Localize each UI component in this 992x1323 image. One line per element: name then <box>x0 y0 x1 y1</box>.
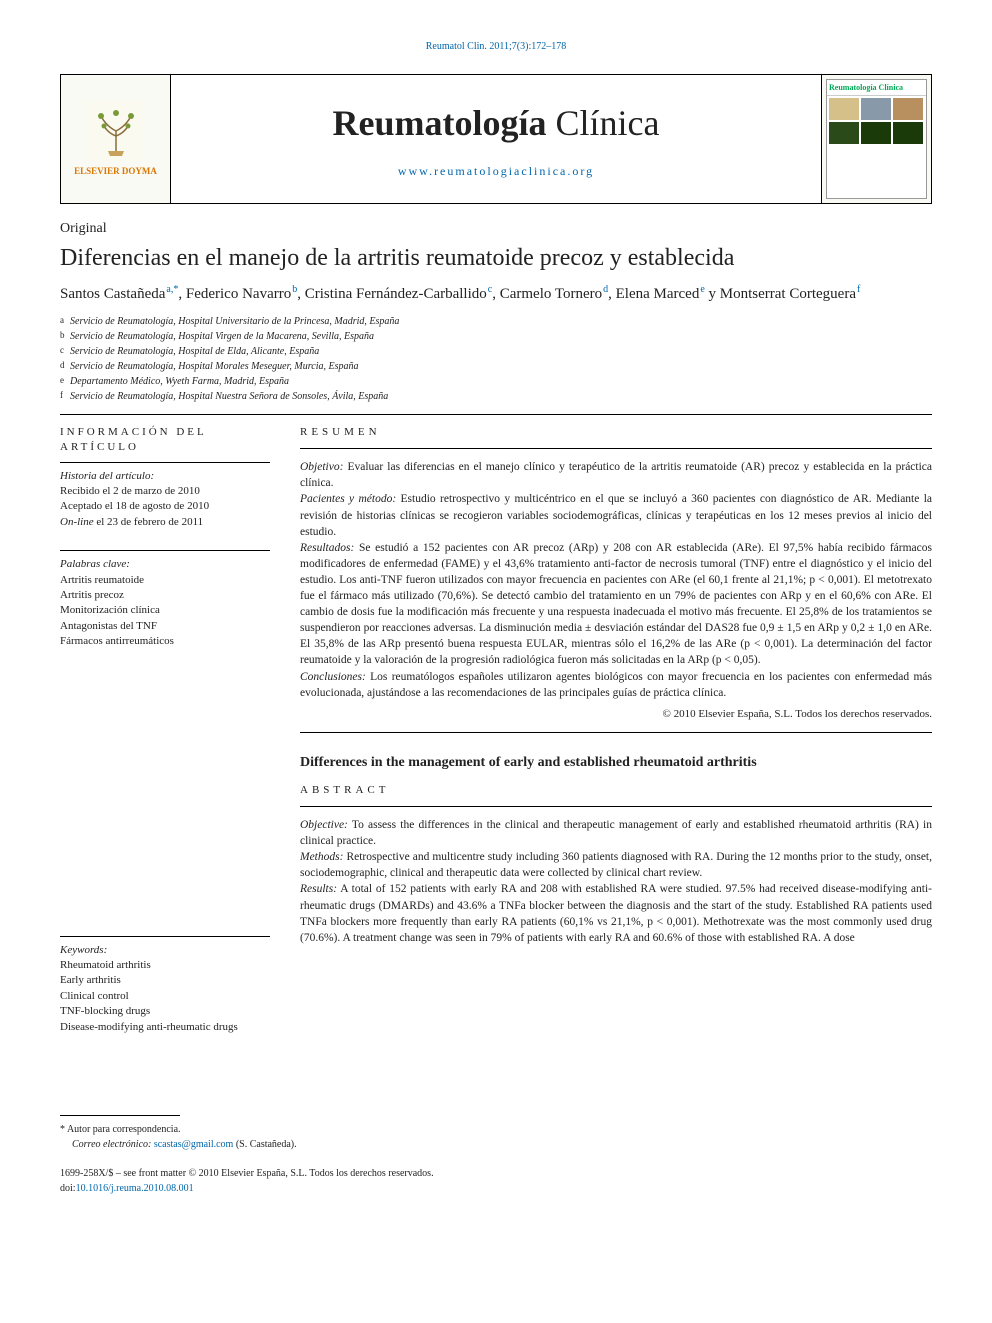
email-label: Correo electrónico: <box>72 1139 151 1150</box>
results-label: Results: <box>300 883 337 895</box>
publisher-name: ELSEVIER DOYMA <box>74 165 157 178</box>
masthead: ELSEVIER DOYMA Reumatología Clínica www.… <box>60 74 932 204</box>
resultados-text: Se estudió a 152 pacientes con AR precoz… <box>300 542 932 667</box>
author-affil-sup: c <box>488 284 492 295</box>
resumen-body: Objetivo: Evaluar las diferencias en el … <box>300 459 932 700</box>
keyword-item: Antagonistas del TNF <box>60 619 270 634</box>
affiliation-line: c Servicio de Reumatología, Hospital de … <box>60 344 932 359</box>
citation-line: Reumatol Clin. 2011;7(3):172–178 <box>60 40 932 54</box>
journal-title-bold: Reumatología <box>333 103 547 143</box>
journal-title: Reumatología Clínica <box>333 98 660 148</box>
keywords-en-label: Keywords: <box>60 943 270 958</box>
cover-thumb-grid <box>827 96 926 146</box>
received-date: Recibido el 2 de marzo de 2010 <box>60 484 270 499</box>
sidebar: INFORMACIÓN DEL ARTÍCULO Historia del ar… <box>60 425 270 1055</box>
keyword-item: Disease-modifying anti-rheumatic drugs <box>60 1020 270 1035</box>
keywords-en-list: Rheumatoid arthritisEarly arthritisClini… <box>60 958 270 1035</box>
cover-thumbnail-box: Reumatología Clínica <box>821 75 931 203</box>
author: Federico Navarrob <box>186 286 297 302</box>
author-affil-sup: e <box>700 284 704 295</box>
abstract-body: Objective: To assess the differences in … <box>300 817 932 946</box>
history-block: Historia del artículo: Recibido el 2 de … <box>60 469 270 531</box>
resultados-label: Resultados: <box>300 542 354 554</box>
keyword-item: Clinical control <box>60 989 270 1004</box>
author-affil-sup: f <box>857 284 860 295</box>
cover-thumbnail: Reumatología Clínica <box>826 79 927 199</box>
author: Elena Marcede <box>616 286 705 302</box>
main-column: RESUMEN Objetivo: Evaluar las diferencia… <box>300 425 932 1055</box>
objective-text: To assess the differences in the clinica… <box>300 819 932 847</box>
keywords-es-block: Palabras clave: Artritis reumatoideArtri… <box>60 557 270 649</box>
article-title: Diferencias en el manejo de la artritis … <box>60 244 932 273</box>
affiliation-line: f Servicio de Reumatología, Hospital Nue… <box>60 389 932 404</box>
conclusiones-label: Conclusiones: <box>300 671 366 683</box>
keywords-es-list: Artritis reumatoideArtritis precozMonito… <box>60 573 270 650</box>
divider <box>60 936 270 937</box>
elsevier-tree-icon <box>86 101 146 161</box>
objective-label: Objective: <box>300 819 348 831</box>
keyword-item: Artritis reumatoide <box>60 573 270 588</box>
journal-title-light: Clínica <box>547 103 660 143</box>
objetivo-text: Evaluar las diferencias en el manejo clí… <box>300 461 932 489</box>
author: Montserrat Cortegueraf <box>720 286 861 302</box>
doi-prefix: doi: <box>60 1183 76 1194</box>
accepted-date: Aceptado el 18 de agosto de 2010 <box>60 499 270 514</box>
masthead-center: Reumatología Clínica www.reumatologiacli… <box>171 75 821 203</box>
keyword-item: Artritis precoz <box>60 588 270 603</box>
divider <box>60 462 270 463</box>
methods-label: Methods: <box>300 851 343 863</box>
resumen-copyright: © 2010 Elsevier España, S.L. Todos los d… <box>300 707 932 722</box>
author: Cristina Fernández-Carballidoc <box>305 286 492 302</box>
results-text: A total of 152 patients with early RA an… <box>300 883 932 943</box>
section-label: Original <box>60 219 932 239</box>
keyword-item: Rheumatoid arthritis <box>60 958 270 973</box>
divider <box>300 806 932 807</box>
author-affil-sup: b <box>292 284 297 295</box>
conclusiones-text: Los reumatólogos españoles utilizaron ag… <box>300 671 932 699</box>
divider <box>300 448 932 449</box>
keywords-es-label: Palabras clave: <box>60 557 270 572</box>
divider <box>60 414 932 415</box>
issn-line: 1699-258X/$ – see front matter © 2010 El… <box>60 1166 932 1181</box>
pacientes-label: Pacientes y método: <box>300 493 396 505</box>
corresponding-author-footnote: * Autor para correspondencia. Correo ele… <box>60 1122 932 1152</box>
author: Santos Castañedaa,* <box>60 286 178 302</box>
publisher-logo-box: ELSEVIER DOYMA <box>61 75 171 203</box>
objetivo-label: Objetivo: <box>300 461 343 473</box>
two-column-layout: INFORMACIÓN DEL ARTÍCULO Historia del ar… <box>60 425 932 1055</box>
cover-thumb-title: Reumatología Clínica <box>827 80 926 96</box>
affiliation-line: e Departamento Médico, Wyeth Farma, Madr… <box>60 374 932 389</box>
affiliation-line: b Servicio de Reumatología, Hospital Vir… <box>60 329 932 344</box>
affiliations: a Servicio de Reumatología, Hospital Uni… <box>60 314 932 404</box>
email-person: (S. Castañeda). <box>233 1139 296 1150</box>
keyword-item: TNF-blocking drugs <box>60 1004 270 1019</box>
keyword-item: Early arthritis <box>60 973 270 988</box>
english-title: Differences in the management of early a… <box>300 753 932 773</box>
author: Carmelo Tornerod <box>500 286 608 302</box>
history-label: Historia del artículo: <box>60 469 270 484</box>
doi-link[interactable]: 10.1016/j.reuma.2010.08.001 <box>76 1183 194 1194</box>
corr-label: Autor para correspondencia. <box>67 1124 181 1135</box>
author-affil-sup: d <box>603 284 608 295</box>
divider <box>300 732 932 733</box>
divider <box>60 550 270 551</box>
author-affil-sup: a,* <box>166 284 178 295</box>
abstract-heading: ABSTRACT <box>300 783 932 798</box>
authors-line: Santos Castañedaa,*, Federico Navarrob, … <box>60 282 932 306</box>
affiliation-line: d Servicio de Reumatología, Hospital Mor… <box>60 359 932 374</box>
keywords-en-block: Keywords: Rheumatoid arthritisEarly arth… <box>60 943 270 1035</box>
keyword-item: Monitorización clínica <box>60 603 270 618</box>
article-info-heading: INFORMACIÓN DEL ARTÍCULO <box>60 425 270 456</box>
bottom-info: 1699-258X/$ – see front matter © 2010 El… <box>60 1166 932 1196</box>
methods-text: Retrospective and multicentre study incl… <box>300 851 932 879</box>
journal-url[interactable]: www.reumatologiaclinica.org <box>398 163 594 180</box>
keyword-item: Fármacos antirreumáticos <box>60 634 270 649</box>
resumen-heading: RESUMEN <box>300 425 932 440</box>
email-link[interactable]: scastas@gmail.com <box>154 1139 233 1150</box>
affiliation-line: a Servicio de Reumatología, Hospital Uni… <box>60 314 932 329</box>
footnote-separator <box>60 1115 180 1116</box>
online-date: On-line el 23 de febrero de 2011 <box>60 515 270 530</box>
